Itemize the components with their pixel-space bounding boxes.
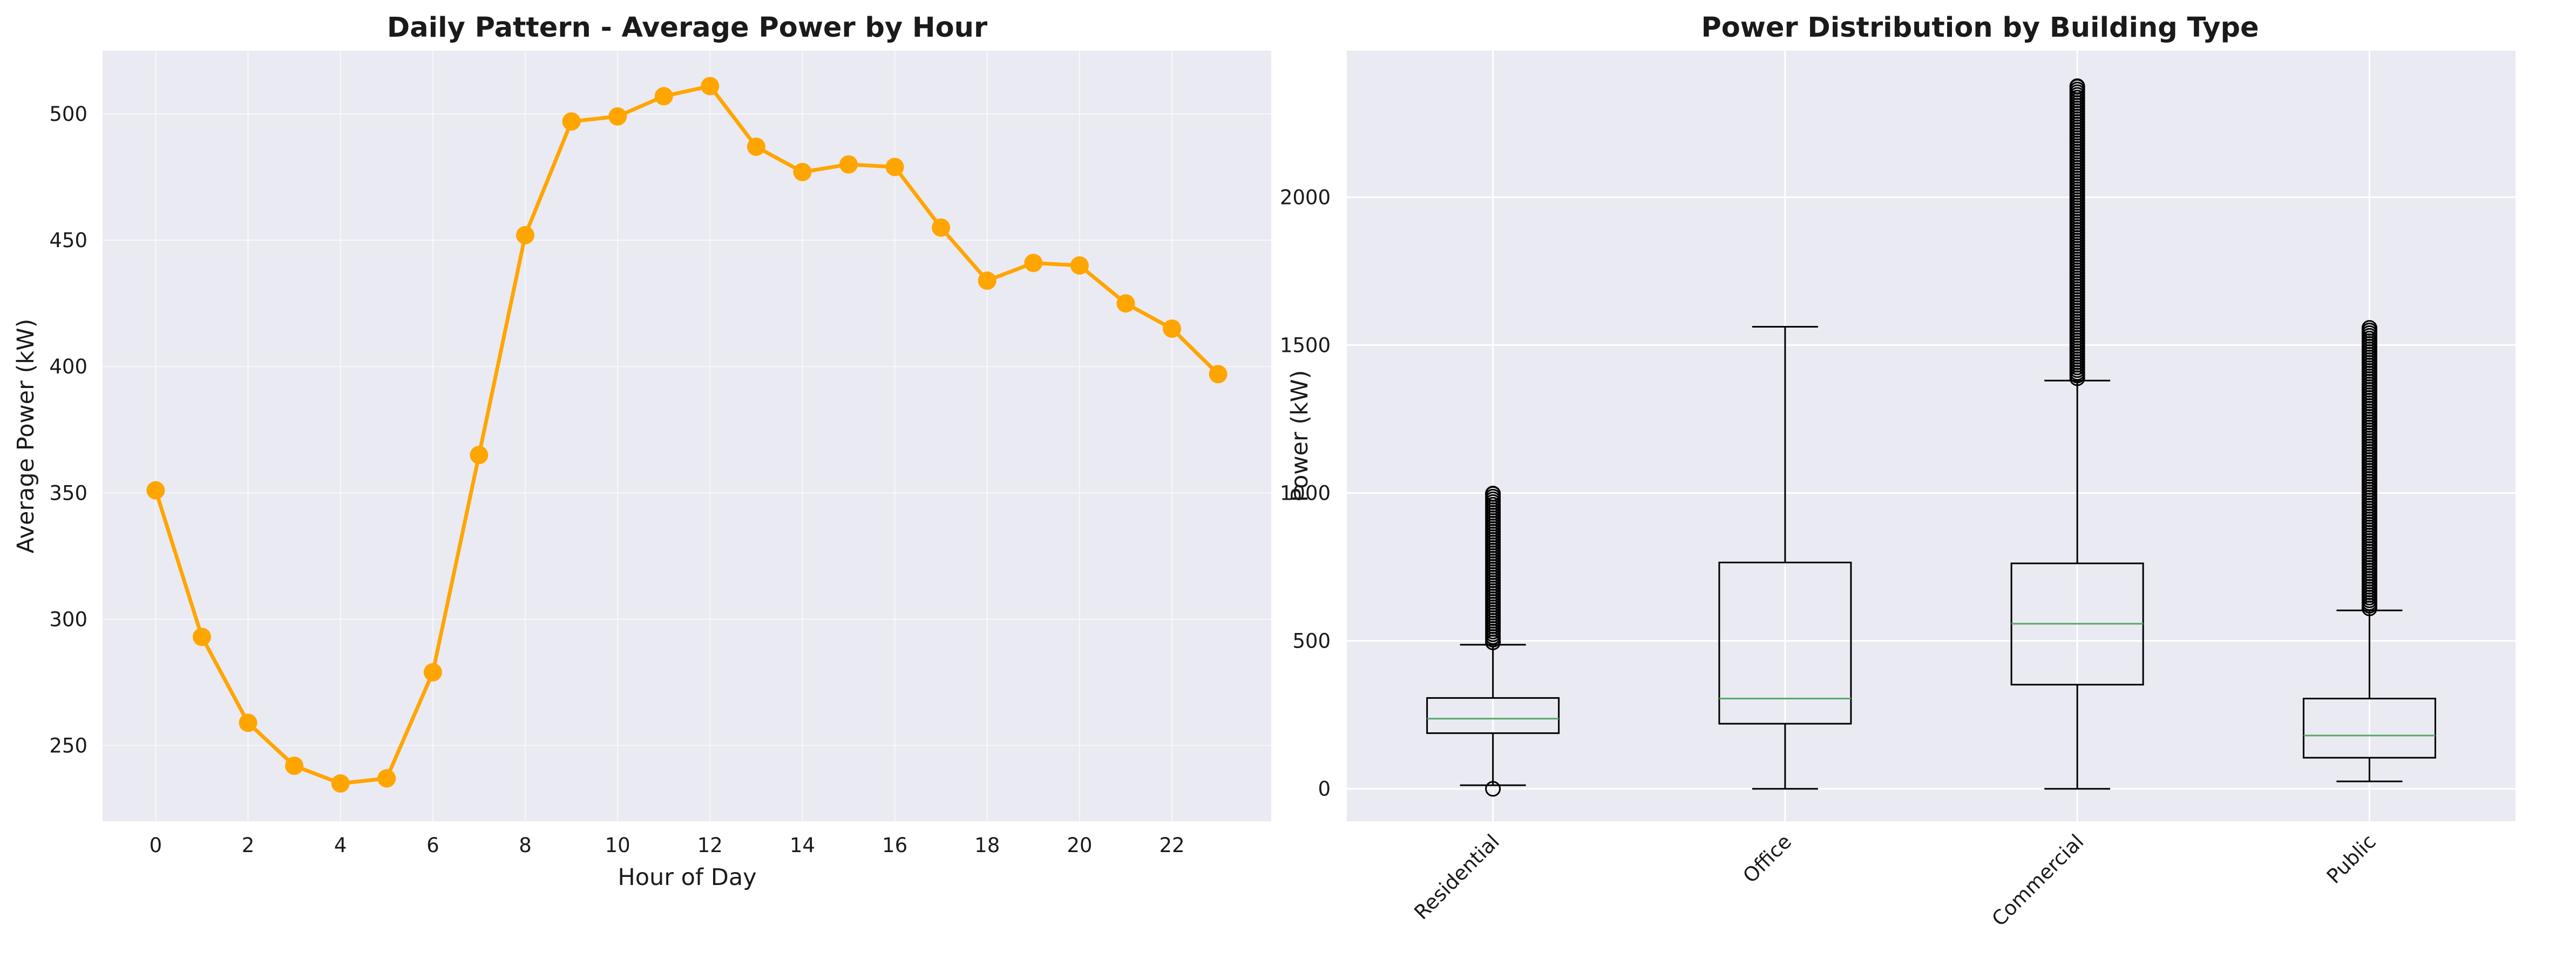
data-point xyxy=(562,112,581,131)
x-tick-label: Residential xyxy=(1409,830,1504,924)
data-point xyxy=(839,155,858,174)
data-point xyxy=(1116,294,1135,313)
box-chart: Power Distribution by Building Type 0 500… xyxy=(1280,12,2516,931)
data-point xyxy=(1024,254,1043,273)
y-tick-label: 450 xyxy=(49,229,87,252)
y-tick-label: 300 xyxy=(49,608,87,631)
y-tick-label: 1000 xyxy=(1280,482,1331,505)
data-point xyxy=(377,769,396,788)
x-tick-label: 18 xyxy=(974,834,1000,857)
x-tick-label: 8 xyxy=(519,834,532,857)
box-chart-title: Power Distribution by Building Type xyxy=(1701,12,2259,44)
line-chart-title: Daily Pattern - Average Power by Hour xyxy=(387,12,987,44)
data-point xyxy=(885,158,904,176)
x-tick-label: 2 xyxy=(242,834,255,857)
y-tick-label: 500 xyxy=(1292,630,1331,653)
line-chart-plot-area xyxy=(103,51,1271,821)
y-tick-label: 0 xyxy=(1318,778,1331,801)
data-point xyxy=(1163,319,1182,338)
iqr-box xyxy=(1426,697,1560,734)
data-point xyxy=(1209,365,1228,384)
box-chart-y-ticks: 0 500 1000 1500 2000 xyxy=(1280,186,1331,800)
x-tick-label: 4 xyxy=(334,834,347,857)
data-point xyxy=(470,446,489,465)
line-chart: Daily Pattern - Average Power by Hour 0 2… xyxy=(12,12,1271,891)
y-tick-label: 400 xyxy=(49,355,87,378)
box-chart-x-ticks: Residential Office Commercial Public xyxy=(1409,830,2380,931)
data-point xyxy=(608,107,627,126)
x-tick-label: Public xyxy=(2322,830,2381,888)
line-chart-y-axis-label: Average Power (kW) xyxy=(12,319,39,554)
line-chart-grid xyxy=(103,51,1271,821)
data-point xyxy=(793,162,812,181)
outlier-point xyxy=(1485,486,1501,502)
outlier-point xyxy=(2361,320,2377,336)
box-commercial xyxy=(2010,78,2144,790)
x-tick-label: 0 xyxy=(150,834,162,857)
y-tick-label: 2000 xyxy=(1280,186,1331,209)
line-chart-series xyxy=(146,77,1228,793)
data-point xyxy=(239,713,257,732)
data-point xyxy=(932,218,951,237)
x-tick-label: 12 xyxy=(697,834,723,857)
line-chart-x-axis-label: Hour of Day xyxy=(618,864,756,891)
data-point xyxy=(1070,256,1089,275)
x-tick-label: 14 xyxy=(790,834,815,857)
data-point xyxy=(654,87,673,106)
iqr-box xyxy=(2302,698,2436,759)
data-point xyxy=(423,663,442,682)
y-tick-label: 350 xyxy=(49,481,87,505)
outlier-point xyxy=(2069,78,2085,94)
x-tick-label: 10 xyxy=(605,834,631,857)
y-tick-label: 500 xyxy=(49,103,87,126)
box-residential xyxy=(1426,486,1560,797)
x-tick-label: Commercial xyxy=(1988,830,2089,931)
data-point xyxy=(516,226,534,244)
line-chart-y-ticks: 250 300 350 400 450 500 xyxy=(49,103,87,757)
data-point xyxy=(146,481,165,500)
box-public xyxy=(2302,320,2436,782)
data-point xyxy=(747,137,765,156)
x-tick-label: 6 xyxy=(426,834,439,857)
iqr-box xyxy=(1718,561,1852,725)
y-tick-label: 250 xyxy=(49,734,87,758)
y-tick-label: 1500 xyxy=(1280,333,1331,357)
x-tick-label: 20 xyxy=(1067,834,1092,857)
data-point xyxy=(285,756,304,775)
box-chart-y-axis-label: Power (kW) xyxy=(1286,370,1313,502)
line-chart-x-ticks: 0 2 4 6 8 10 12 14 16 18 20 22 xyxy=(150,834,1185,857)
data-point xyxy=(701,77,720,96)
x-tick-label: 22 xyxy=(1159,834,1184,857)
data-point xyxy=(331,774,350,793)
data-point xyxy=(978,271,996,290)
outlier-point xyxy=(1485,781,1501,797)
x-tick-label: Office xyxy=(1738,830,1796,888)
box-chart-plot-area xyxy=(1347,51,2516,821)
data-point xyxy=(192,628,211,646)
x-tick-label: 16 xyxy=(882,834,907,857)
box-office xyxy=(1718,325,1852,790)
box-chart-boxes xyxy=(1426,78,2436,797)
